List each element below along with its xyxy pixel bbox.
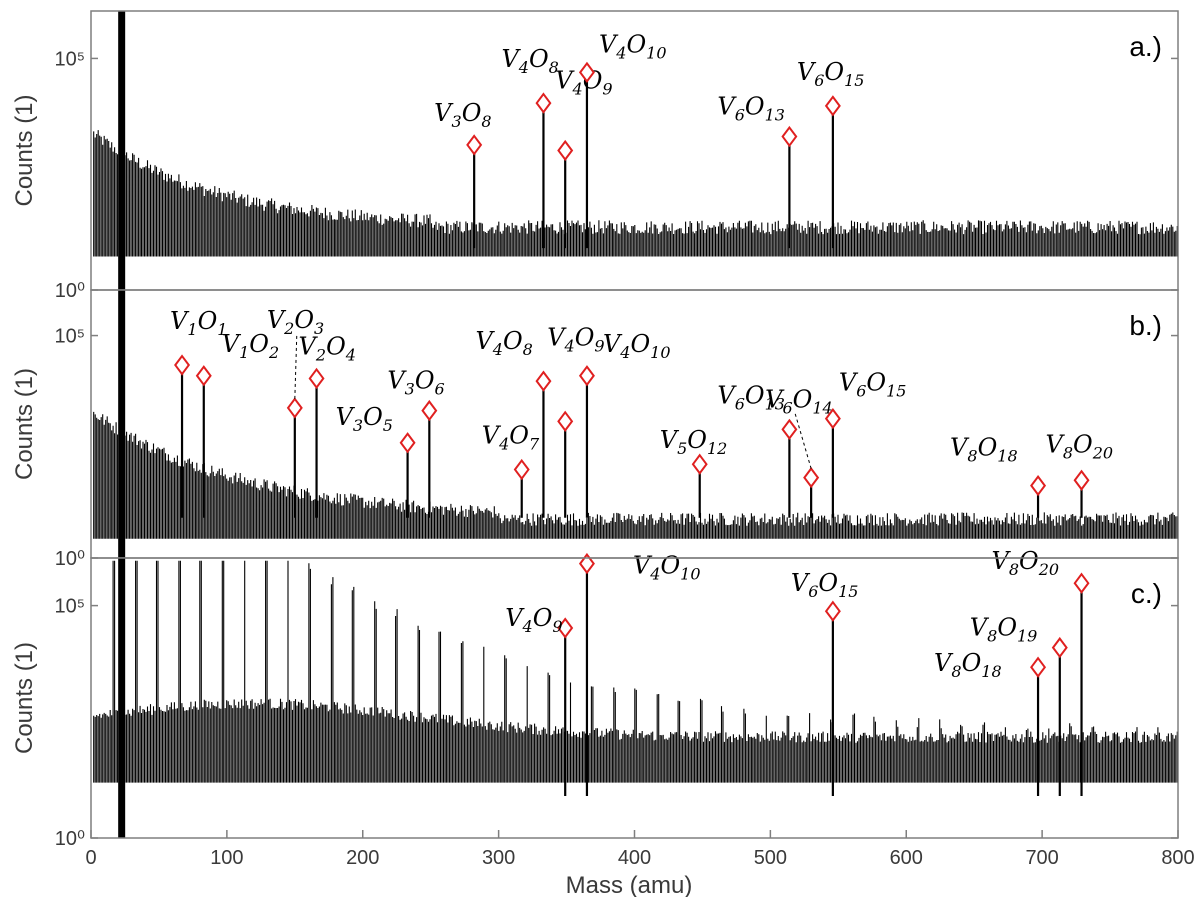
peak-label: V6O14: [765, 386, 833, 418]
y-axis-label: Counts (1): [11, 94, 38, 206]
peak-marker: [557, 410, 574, 432]
panel-a: V3O8V4O8V4O9V4O10V6O13V6O1510⁰10⁵Counts …: [11, 10, 1179, 302]
peak-marker: [535, 370, 552, 392]
x-tick-label: 200: [346, 847, 379, 869]
peak-label: V6O15: [797, 58, 865, 90]
peak-label: V6O13: [717, 381, 785, 413]
peak-marker: [578, 552, 595, 575]
x-axis-label: Mass (amu): [566, 872, 693, 897]
peak-label: V4O10: [633, 552, 701, 584]
peak-marker: [513, 458, 530, 481]
y-tick-label: 10⁵: [54, 596, 85, 618]
peak-marker: [824, 600, 841, 622]
x-tick-label: 100: [210, 847, 243, 869]
peak-label: V1O2: [222, 330, 279, 362]
peak-marker: [781, 125, 798, 148]
peak-label: V2O3: [267, 306, 324, 338]
x-tick-label: 600: [890, 847, 923, 869]
peak-label: V6O15: [791, 569, 859, 601]
x-tick-label: 800: [1161, 847, 1194, 869]
peak-label: V3O6: [387, 367, 444, 399]
peak-label: V8O19: [970, 614, 1038, 646]
peak-label: V6O15: [839, 369, 907, 401]
peak-marker: [466, 134, 483, 156]
peak-marker: [535, 92, 552, 114]
peak-marker: [1073, 572, 1090, 594]
peak-marker: [781, 418, 798, 441]
label-leader: [794, 413, 812, 469]
peak-marker: [824, 95, 841, 117]
panel-label: b.): [1129, 310, 1162, 341]
peak-label: V2O4: [299, 332, 356, 364]
peak-label: V4O10: [603, 330, 671, 362]
peak-label: V8O20: [1046, 430, 1114, 462]
low-mass-spike: [118, 558, 126, 838]
low-mass-spike: [118, 11, 126, 290]
peak-marker: [1051, 636, 1068, 659]
peak-marker: [421, 399, 438, 422]
peak-label: V5O12: [660, 426, 728, 458]
peak-marker: [1030, 656, 1047, 678]
peak-label: V4O10: [599, 30, 667, 62]
peak-marker: [1073, 469, 1090, 491]
label-leader: [294, 333, 298, 399]
peak-label: V4O8: [501, 45, 558, 77]
x-tick-label: 400: [618, 847, 651, 869]
peak-marker: [286, 397, 303, 419]
x-tick-label: 500: [754, 847, 787, 869]
peak-marker: [308, 367, 325, 390]
peak-label: V1O1: [170, 307, 227, 339]
peak-label: V4O8: [475, 327, 532, 359]
peak-label: V3O5: [336, 403, 393, 435]
spectrum-trace: [93, 411, 1178, 539]
y-tick-label: 10⁵: [54, 48, 85, 70]
peak-label: V4O7: [482, 422, 540, 454]
panel-label: a.): [1129, 31, 1162, 62]
y-tick-label: 10⁰: [55, 828, 85, 850]
peak-label: V8O20: [992, 547, 1060, 579]
peak-label: V4O9: [547, 323, 604, 355]
peak-marker: [578, 365, 595, 387]
peak-marker: [195, 365, 212, 387]
peak-marker: [174, 354, 191, 376]
peak-marker: [803, 466, 820, 489]
spectrum-trace: [93, 130, 1178, 257]
peak-marker: [691, 453, 708, 475]
peak-marker: [557, 139, 574, 162]
peak-label: V3O8: [434, 99, 491, 131]
peak-marker: [557, 617, 574, 639]
y-tick-label: 10⁰: [55, 280, 85, 302]
x-tick-label: 0: [85, 847, 96, 869]
panel-label: c.): [1131, 578, 1162, 609]
y-axis-label: Counts (1): [11, 642, 38, 754]
x-tick-label: 700: [1025, 847, 1058, 869]
spectrum-trace: [93, 560, 1178, 783]
x-tick-label: 300: [482, 847, 515, 869]
low-mass-spike: [118, 290, 126, 558]
peak-label: V8O18: [934, 649, 1002, 681]
y-axis-label: Counts (1): [11, 368, 38, 480]
peak-label: V4O9: [505, 604, 562, 636]
peak-marker: [399, 432, 416, 454]
peak-marker: [824, 407, 841, 430]
peak-label: V6O13: [717, 93, 785, 125]
peak-marker: [578, 61, 595, 84]
y-tick-label: 10⁵: [54, 326, 85, 348]
peak-marker: [1030, 474, 1047, 497]
peak-label: V8O18: [950, 434, 1018, 466]
y-tick-label: 10⁰: [55, 548, 85, 570]
